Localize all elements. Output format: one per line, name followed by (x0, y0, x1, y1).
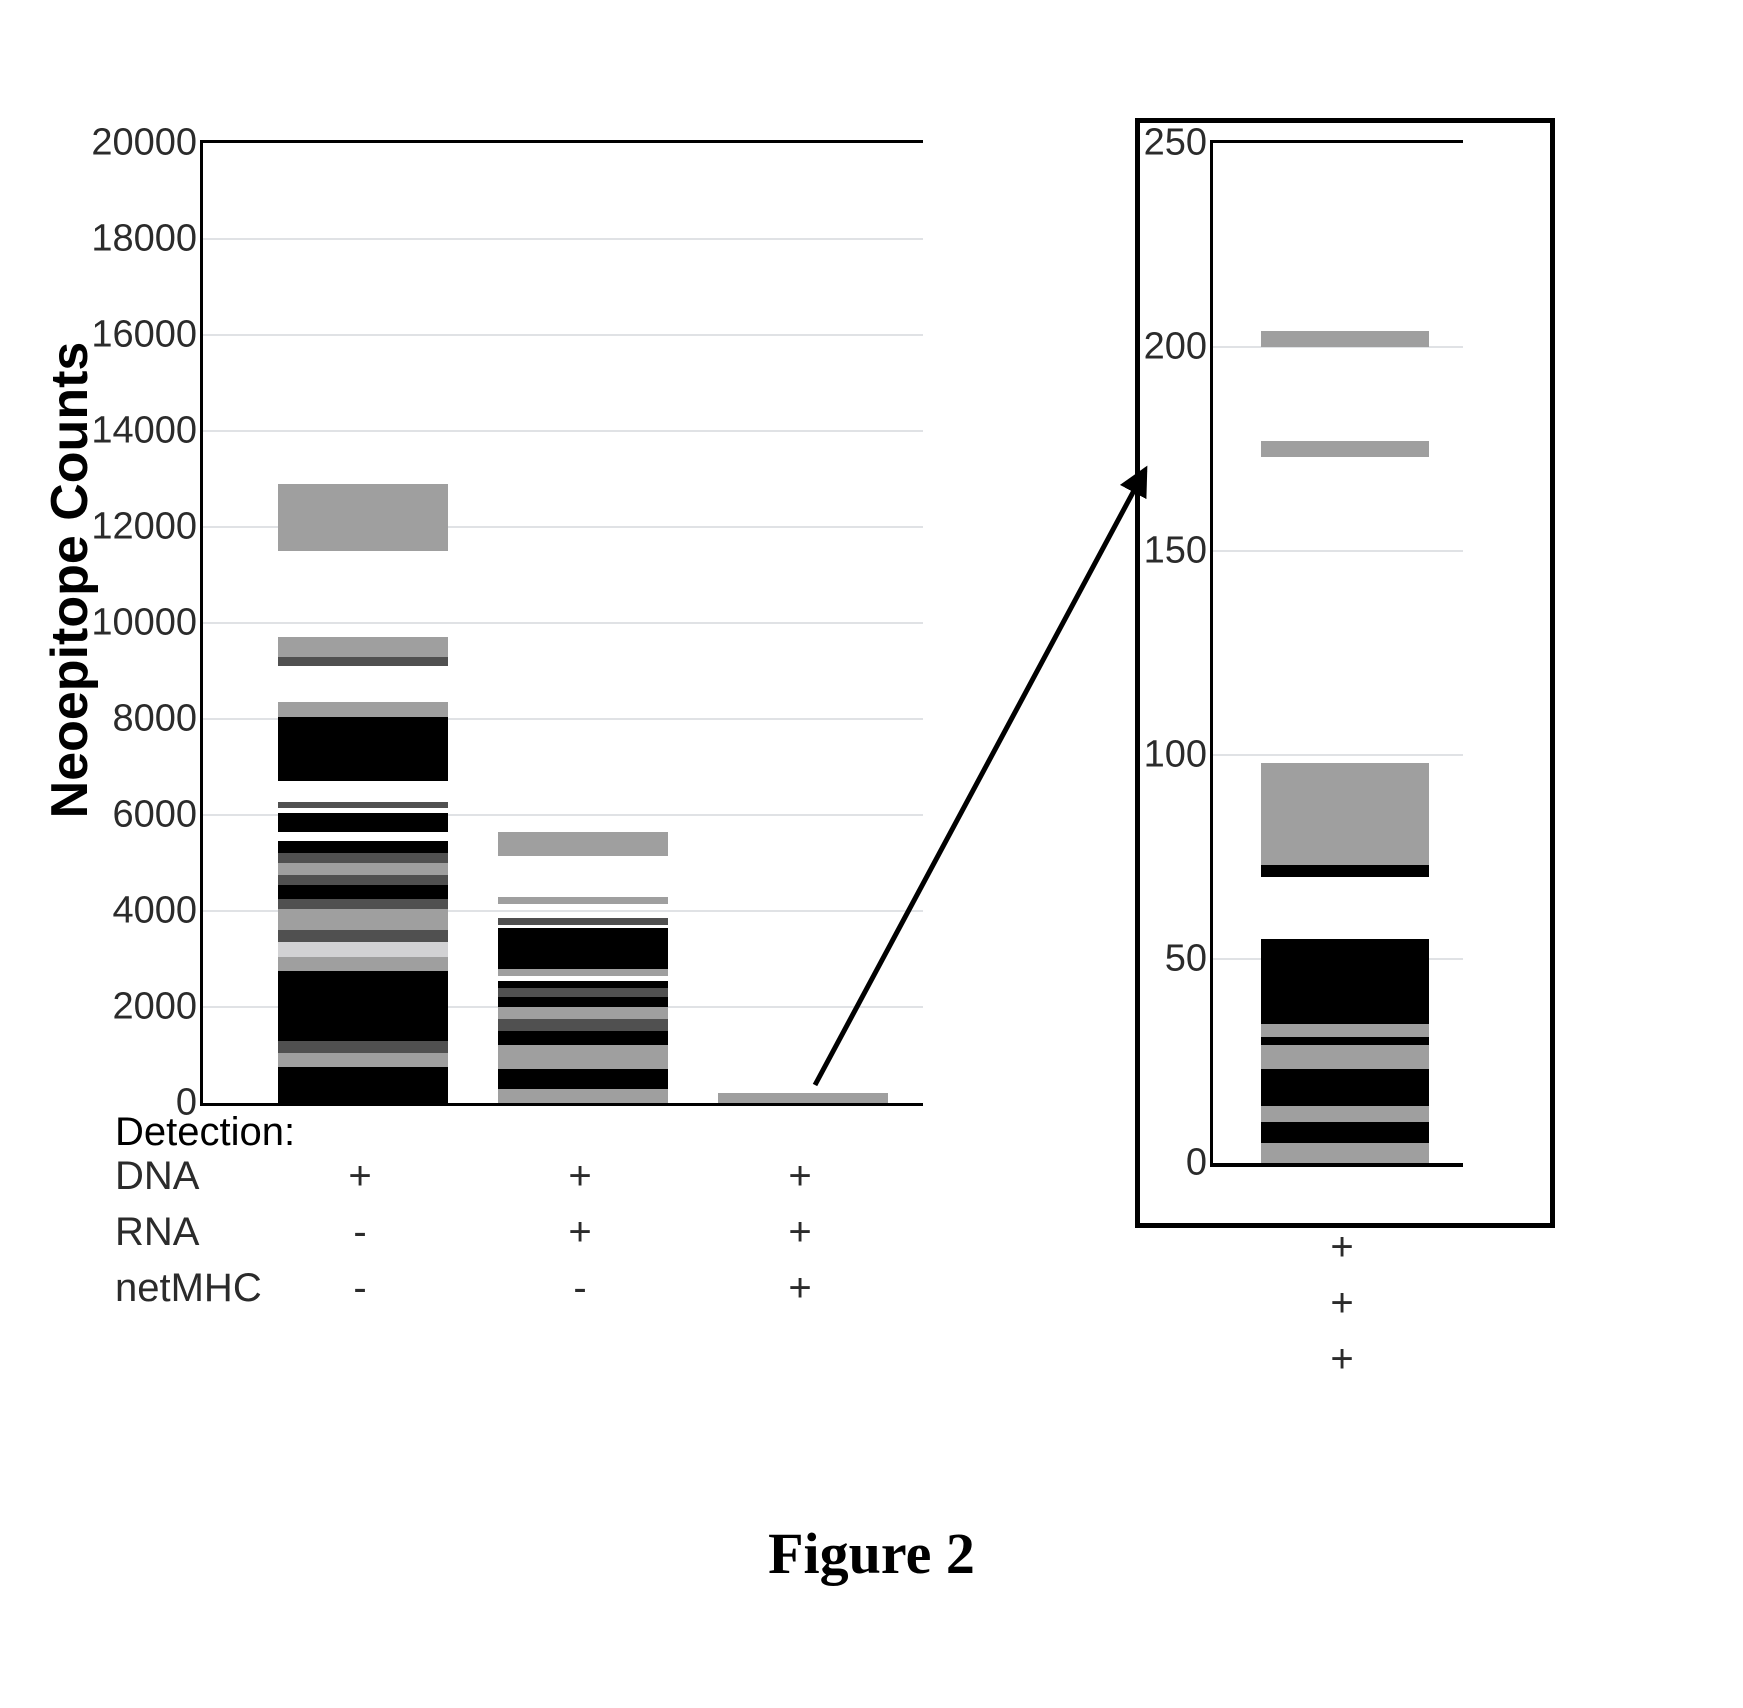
bar-segment (498, 918, 668, 925)
detection-cell: + (1330, 1281, 1353, 1326)
ytick-label: 8000 (112, 698, 203, 741)
bar-segment (278, 702, 448, 716)
bar-segment (278, 957, 448, 971)
bar-segment (278, 863, 448, 875)
bar-segment (278, 885, 448, 899)
bar-segment (278, 717, 448, 782)
bar-segment (278, 637, 448, 656)
bar-segment (278, 930, 448, 942)
bar-segment (278, 841, 448, 853)
bar-segment (498, 997, 668, 1007)
left-chart: 0200040006000800010000120001400016000180… (200, 140, 920, 1100)
bar-segment (498, 1019, 668, 1031)
ytick-label: 12000 (91, 506, 203, 549)
ytick-label: 16000 (91, 314, 203, 357)
zoom-box (1135, 118, 1555, 1228)
bar-segment (278, 942, 448, 956)
ytick-label: 18000 (91, 218, 203, 261)
detection-cell: - (353, 1210, 366, 1255)
bar-segment (498, 897, 668, 904)
detection-label: RNA (115, 1210, 199, 1255)
figure-page: Neoepitope Counts 0200040006000800010000… (0, 0, 1743, 1708)
bar-segment (278, 657, 448, 667)
detection-row: + (1210, 1225, 1470, 1281)
bar-segment (498, 969, 668, 976)
detection-cell: + (568, 1154, 591, 1199)
bar-segment (498, 1089, 668, 1103)
bar-segment (278, 971, 448, 1041)
bar-segment (498, 981, 668, 988)
detection-cell: + (1330, 1337, 1353, 1382)
ytick-label: 4000 (112, 890, 203, 933)
bar-segment (278, 1067, 448, 1103)
detection-title: Detection: (115, 1110, 295, 1155)
bar-segment (498, 988, 668, 998)
detection-row: + (1210, 1337, 1470, 1393)
detection-cell: + (788, 1266, 811, 1311)
bar-segment (278, 484, 448, 551)
bar-segment (498, 1069, 668, 1088)
ytick-label: 10000 (91, 602, 203, 645)
bar-column (278, 143, 448, 1103)
ytick-label: 6000 (112, 794, 203, 837)
detection-cell: + (788, 1210, 811, 1255)
detection-row: DNA + + + (115, 1154, 925, 1210)
bar-segment (278, 909, 448, 931)
bar-column (718, 143, 888, 1103)
bar-segment (278, 899, 448, 909)
detection-cell: + (568, 1210, 591, 1255)
bar-segment (498, 832, 668, 856)
detection-cell: + (1330, 1225, 1353, 1270)
bar-column (498, 143, 668, 1103)
bar-segment (718, 1093, 888, 1103)
detection-row: + (1210, 1281, 1470, 1337)
ytick-label: 2000 (112, 986, 203, 1029)
detection-cell: - (573, 1266, 586, 1311)
detection-cell: - (353, 1266, 366, 1311)
bar-segment (278, 875, 448, 885)
figure-caption: Figure 2 (0, 1520, 1743, 1587)
bar-segment (498, 1031, 668, 1045)
left-plot-area: 0200040006000800010000120001400016000180… (200, 140, 923, 1106)
ytick-label: 20000 (91, 122, 203, 165)
bar-segment (278, 813, 448, 832)
bar-segment (278, 853, 448, 863)
detection-row: RNA - + + (115, 1210, 925, 1266)
bar-segment (278, 1053, 448, 1067)
bar-segment (498, 928, 668, 969)
bar-segment (278, 802, 448, 808)
detection-cell: + (788, 1154, 811, 1199)
bar-segment (498, 1007, 668, 1019)
ytick-label: 14000 (91, 410, 203, 453)
detection-label: DNA (115, 1154, 199, 1199)
detection-label: netMHC (115, 1266, 262, 1311)
bar-segment (498, 1045, 668, 1069)
detection-cell: + (348, 1154, 371, 1199)
detection-row: netMHC - - + (115, 1266, 925, 1322)
bar-segment (278, 1041, 448, 1053)
